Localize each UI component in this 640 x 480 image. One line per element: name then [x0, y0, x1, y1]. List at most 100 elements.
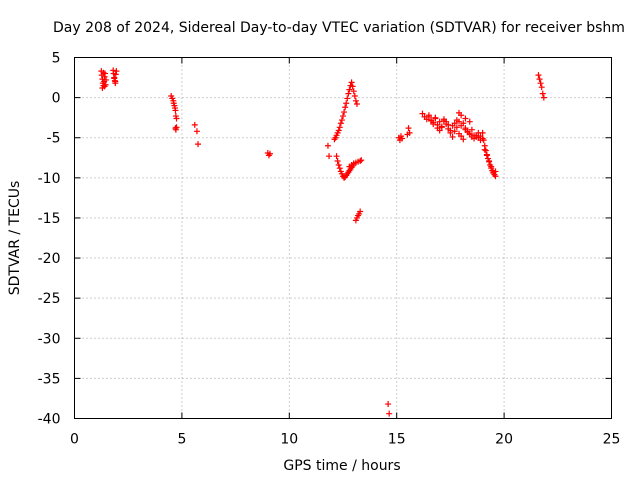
data-point	[349, 83, 356, 90]
y-tick-label: 5	[52, 51, 61, 67]
data-point	[103, 76, 110, 83]
data-point	[536, 76, 543, 83]
data-point	[172, 107, 179, 114]
data-point	[385, 401, 392, 408]
x-tick-label: 0	[70, 432, 79, 448]
data-point	[335, 161, 342, 168]
data-point	[538, 84, 545, 91]
data-point	[386, 410, 393, 417]
data-point	[405, 125, 412, 132]
data-point	[430, 119, 437, 126]
data-point	[483, 152, 490, 159]
data-point	[453, 124, 460, 131]
data-point	[440, 117, 447, 124]
data-point	[336, 124, 343, 131]
data-point	[488, 163, 495, 170]
data-point	[462, 125, 469, 132]
data-point	[473, 133, 480, 140]
data-point	[460, 120, 467, 127]
data-point	[173, 115, 180, 122]
ticks: 0 5 10 15 20 25 5 0 -5 -10 -15 -20 -25 -30 -35 -40	[38, 51, 621, 448]
data-point	[346, 86, 353, 93]
data-point	[490, 169, 497, 176]
data-point	[191, 121, 198, 128]
data-point	[112, 71, 119, 78]
data-point	[449, 133, 456, 140]
x-tick-label: 20	[495, 432, 513, 448]
data-point	[443, 121, 450, 128]
data-point	[451, 128, 458, 135]
x-tick-label: 10	[280, 432, 298, 448]
x-axis-label: GPS time / hours	[283, 458, 400, 474]
data-point	[466, 130, 473, 137]
data-point	[334, 157, 341, 164]
chart-title: Day 208 of 2024, Sidereal Day-to-day VTE…	[53, 20, 625, 36]
data-point	[350, 88, 357, 95]
data-point	[348, 79, 355, 86]
data-point	[101, 83, 108, 90]
y-tick-label: -15	[38, 211, 61, 227]
data-point	[342, 104, 349, 111]
data-point	[436, 118, 443, 125]
data-point	[340, 113, 346, 120]
y-tick-label: -20	[38, 251, 61, 267]
data-point	[436, 127, 443, 134]
data-point	[458, 133, 465, 140]
data-point	[447, 127, 454, 134]
x-tick-label: 5	[177, 432, 186, 448]
y-tick-label: -25	[38, 291, 61, 307]
data-point	[466, 118, 473, 125]
data-point	[438, 124, 445, 131]
data-point	[434, 121, 441, 128]
data-point	[351, 93, 358, 100]
data-point	[539, 90, 546, 97]
data-point	[432, 115, 439, 122]
data-point	[333, 153, 340, 160]
data-point	[337, 120, 344, 127]
data-point	[335, 127, 342, 134]
data-point	[535, 72, 542, 79]
data-point	[173, 124, 180, 131]
data-point	[468, 126, 475, 133]
data-point	[112, 78, 119, 85]
data-point	[455, 118, 462, 125]
data-point	[357, 157, 364, 164]
data-point	[111, 75, 118, 82]
data-point	[458, 112, 465, 119]
y-tick-label: -30	[38, 331, 61, 347]
data-point	[343, 100, 350, 107]
data-point	[324, 142, 331, 149]
data-point	[462, 115, 469, 122]
data-point	[479, 129, 486, 136]
data-point	[540, 94, 547, 101]
data-point	[451, 120, 458, 127]
data-points	[98, 67, 547, 417]
data-point	[336, 165, 343, 172]
data-point	[352, 97, 359, 104]
data-point	[399, 135, 406, 142]
y-tick-label: 0	[52, 91, 61, 107]
data-point	[460, 136, 467, 143]
data-point	[100, 69, 107, 76]
data-point	[486, 157, 493, 164]
y-axis-label: SDTVAR / TECUs	[7, 181, 23, 296]
data-point	[326, 153, 333, 160]
y-tick-label: -40	[38, 412, 61, 428]
data-point	[480, 137, 487, 144]
data-point	[266, 150, 273, 157]
data-point	[482, 147, 489, 154]
y-tick-label: -10	[38, 171, 61, 187]
data-point	[357, 208, 364, 215]
data-point	[338, 117, 345, 124]
plot-frame	[74, 57, 612, 419]
data-point	[341, 109, 348, 116]
data-point	[425, 113, 432, 120]
data-point	[358, 157, 365, 164]
y-tick-label: -35	[38, 371, 61, 387]
data-point	[492, 173, 499, 180]
data-point	[345, 90, 352, 97]
data-point	[419, 110, 426, 117]
data-point	[406, 129, 413, 136]
data-point	[344, 95, 351, 102]
